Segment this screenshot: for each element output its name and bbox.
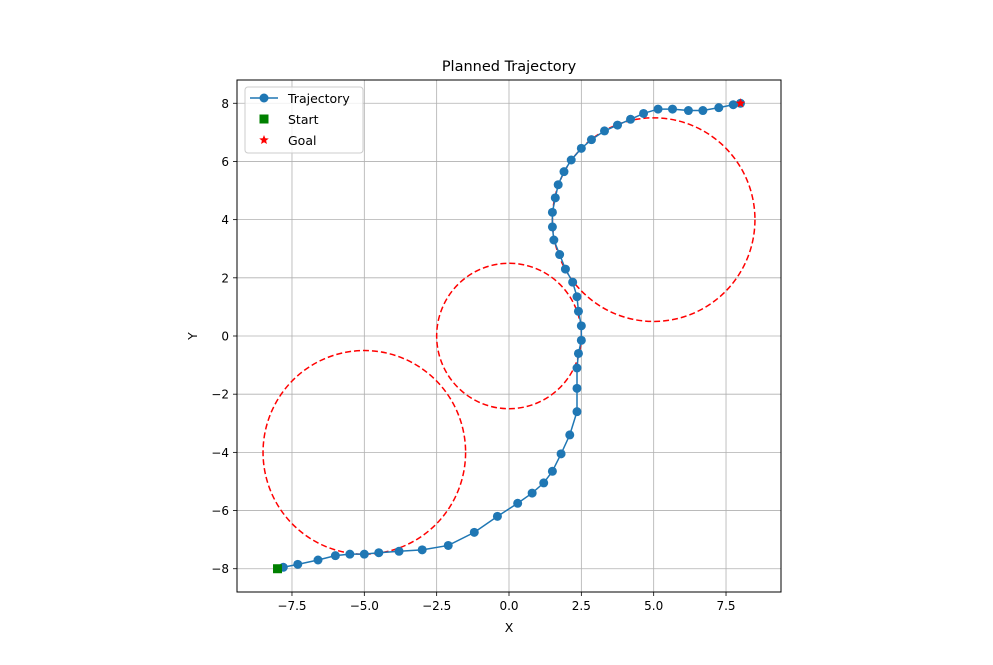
x-tick-label: 5.0 [644, 599, 663, 613]
trajectory-point [560, 264, 570, 274]
y-tick-label: 2 [221, 271, 229, 285]
legend-trajectory-marker [259, 93, 269, 103]
trajectory-point [394, 546, 404, 556]
trajectory-point [513, 498, 523, 508]
trajectory-point [572, 407, 582, 417]
y-tick-label: 6 [221, 155, 229, 169]
trajectory-point [572, 383, 582, 393]
x-tick-label: −7.5 [277, 599, 306, 613]
x-tick-label: 0.0 [499, 599, 518, 613]
legend-box [244, 86, 364, 154]
trajectory-point [359, 549, 369, 559]
trajectory-point [555, 250, 565, 260]
y-tick-label: 4 [221, 213, 229, 227]
trajectory-point [549, 235, 559, 245]
x-tick-label: 2.5 [572, 599, 591, 613]
trajectory-point [539, 478, 549, 488]
start-marker [273, 564, 283, 574]
trajectory-point [330, 551, 340, 561]
x-tick-label: 7.5 [716, 599, 735, 613]
legend-label-start: Start [288, 112, 319, 127]
y-tick-label: −6 [211, 504, 229, 518]
trajectory-point [565, 430, 575, 440]
trajectory-point [374, 548, 384, 558]
legend-label-trajectory: Trajectory [287, 91, 350, 106]
trajectory-point [586, 135, 596, 145]
trajectory-point [443, 540, 453, 550]
trajectory-point [613, 120, 623, 130]
legend-entry-goal: Goal [259, 133, 316, 148]
legend: Trajectory Start Goal [244, 86, 364, 154]
trajectory-point [714, 103, 724, 113]
trajectory-point [573, 348, 583, 358]
trajectory-point [553, 180, 563, 190]
legend-start-marker [259, 114, 269, 124]
obstacle-circle [262, 349, 467, 555]
trajectory-point [667, 104, 677, 114]
trajectory-point [547, 222, 557, 232]
trajectory-point [576, 143, 586, 153]
trajectory-point [698, 106, 708, 116]
chart-title: Planned Trajectory [442, 59, 577, 75]
trajectory-point [559, 167, 569, 177]
grid [237, 80, 781, 592]
trajectory-point [469, 527, 479, 537]
trajectory-point [572, 363, 582, 373]
trajectory-point [568, 277, 578, 287]
trajectory-point [639, 108, 649, 118]
y-tick-label: −8 [211, 562, 229, 576]
goal-marker [735, 98, 746, 108]
y-tick-label: −2 [211, 388, 229, 402]
trajectory-point [599, 126, 609, 136]
trajectory-point [626, 114, 636, 124]
trajectory-point [293, 559, 303, 569]
trajectory-point [572, 292, 582, 302]
trajectory-point [556, 449, 566, 459]
x-axis-label: X [505, 620, 514, 635]
trajectory-point [566, 155, 576, 165]
trajectory-point [576, 335, 586, 345]
y-tick-label: 0 [221, 330, 229, 344]
trajectory-point [683, 106, 693, 116]
trajectory-point [345, 549, 355, 559]
legend-entry-start: Start [259, 112, 319, 127]
x-tick-label: −2.5 [422, 599, 451, 613]
ticks: −7.5 −5.0 −2.5 0.0 2.5 5.0 7.5 −8 −6 −4 −2 0 2 4 6 8 [211, 97, 735, 613]
trajectory-point [313, 555, 323, 565]
trajectory-point [492, 511, 502, 521]
series [273, 98, 746, 574]
y-tick-label: 8 [221, 97, 229, 111]
trajectory-point [550, 193, 560, 203]
x-tick-label: −5.0 [350, 599, 379, 613]
trajectory-point [576, 321, 586, 331]
trajectory-point [417, 545, 427, 555]
y-axis-label: Y [185, 332, 200, 341]
legend-goal-marker [259, 135, 269, 145]
legend-entry-trajectory: Trajectory [250, 91, 350, 106]
trajectory-point [573, 306, 583, 316]
trajectory-point [527, 488, 537, 498]
trajectory-point [728, 100, 738, 110]
y-tick-label: −4 [211, 446, 229, 460]
trajectory-point [653, 104, 663, 114]
legend-label-goal: Goal [288, 133, 316, 148]
trajectory-point [547, 466, 557, 476]
trajectory-point [547, 207, 557, 217]
